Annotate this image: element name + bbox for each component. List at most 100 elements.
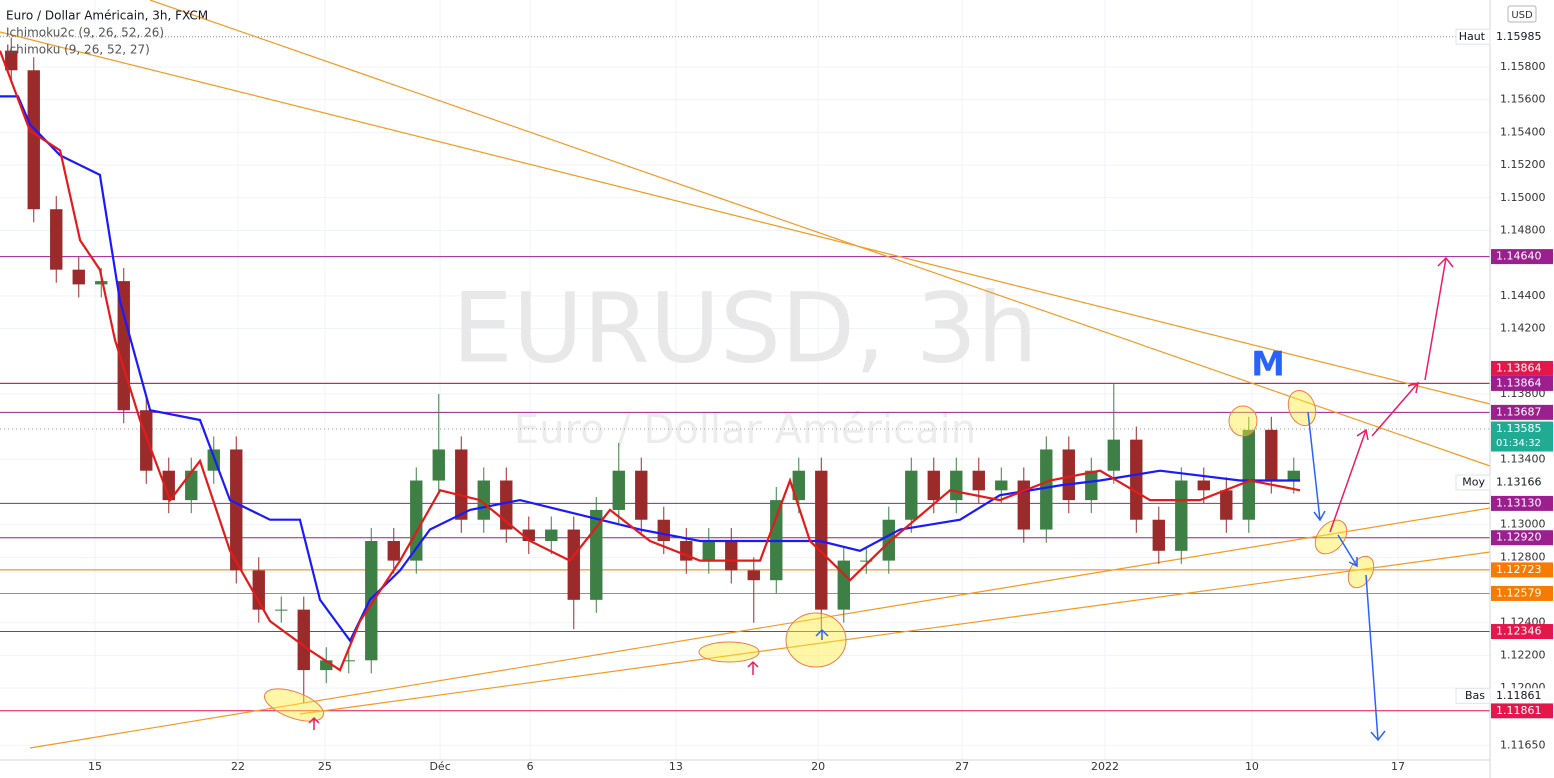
y-tick-label: 1.11650: [1500, 738, 1546, 751]
candle-body: [792, 470, 805, 501]
marker-name-box: [1455, 28, 1491, 45]
candle-body: [815, 470, 828, 610]
trendline: [149, 0, 1491, 467]
level-label: 1.12346: [1496, 625, 1542, 638]
y-tick-label: 1.13400: [1500, 452, 1546, 465]
y-tick-label: 1.15400: [1500, 125, 1546, 138]
trendline: [0, 31, 1491, 405]
highlight: [264, 688, 324, 722]
down-arrows: [815, 411, 1386, 742]
indicator-label: Ichimoku2c (9, 26, 52, 26): [6, 26, 164, 40]
candle-body: [185, 470, 198, 501]
candle-body: [410, 480, 423, 561]
candle-body: [725, 540, 738, 571]
arrow: [1424, 256, 1454, 381]
candle-body: [702, 540, 715, 561]
candle-body: [972, 470, 985, 491]
y-tick-label: 1.13000: [1500, 518, 1546, 531]
indicator-line: [0, 50, 1301, 672]
candle-body: [1175, 480, 1188, 551]
x-tick-label: 25: [318, 760, 332, 773]
candle-body: [905, 470, 918, 520]
highlight: [1228, 405, 1258, 437]
y-tick-label: 1.12800: [1500, 550, 1546, 563]
marker-name-box: [1455, 687, 1491, 704]
arrow: [1337, 534, 1358, 568]
candle-body: [837, 560, 850, 610]
y-tick-label: 1.15200: [1500, 158, 1546, 171]
currency: USD: [1511, 10, 1533, 21]
candle-body: [567, 529, 580, 600]
candle-body: [252, 570, 265, 610]
x-tick-label: 17: [1391, 760, 1405, 773]
candle-body: [747, 570, 760, 581]
candle-body: [1130, 439, 1143, 520]
candle-body: [162, 470, 175, 501]
candle-body: [342, 660, 355, 662]
level-label: 1.13864: [1496, 376, 1542, 389]
watermark: EURUSD, 3h: [452, 272, 1038, 384]
y-tick-label: 1.15800: [1500, 60, 1546, 73]
y-tick-label: 1.15000: [1500, 191, 1546, 204]
x-tick-label: 20: [811, 760, 825, 773]
candle-body: [95, 281, 108, 285]
level-label: 1.12579: [1496, 586, 1542, 599]
marker-value: 1.15985: [1496, 30, 1542, 43]
level-label: 1.13864: [1496, 361, 1542, 374]
marker-value-box: [1491, 688, 1553, 704]
x-tick-label: 13: [669, 760, 683, 773]
candle-body: [1017, 480, 1030, 530]
axis-labels: 1.15800 1.15600 1.15400 1.15200 1.15000 1.148…: [88, 28, 1553, 773]
currency-box: [1507, 5, 1537, 23]
y-tick-label: 1.14800: [1500, 223, 1546, 236]
candle-body: [500, 480, 513, 530]
countdown: 01:34:32: [1496, 438, 1541, 449]
candle-body: [545, 529, 558, 541]
level-label-box: [1491, 249, 1553, 265]
level-label-box: [1491, 375, 1553, 391]
x-tick-label: 6: [527, 760, 534, 773]
candle-body: [455, 449, 468, 520]
arrow: [747, 660, 759, 675]
marker-value: 1.13166: [1496, 476, 1542, 489]
candle-body: [1220, 490, 1233, 520]
candle-body: [927, 470, 940, 501]
x-tick-label: 15: [88, 760, 102, 773]
candle-body: [612, 470, 625, 510]
candle-body: [50, 209, 63, 270]
plot: [0, 37, 1301, 703]
marker-value-box: [1491, 475, 1553, 491]
level-label-box: [1491, 404, 1553, 420]
x-tick-label: 10: [1245, 760, 1259, 773]
x-tick-label: 2022: [1091, 760, 1119, 773]
marker-name-box: [1455, 474, 1491, 491]
x-tick-label: 27: [955, 760, 969, 773]
levels: [0, 36, 1490, 712]
marker-value: 1.11861: [1496, 689, 1542, 702]
level-label: 1.12723: [1496, 563, 1542, 576]
candle-body: [275, 609, 288, 611]
arrow: [815, 628, 829, 640]
candle-body: [1287, 470, 1300, 481]
arrow: [1371, 381, 1419, 437]
level-label-box: [1491, 530, 1553, 546]
candle-body: [320, 660, 333, 671]
arrow: [1307, 411, 1326, 522]
last-price: 1.13585: [1496, 422, 1542, 435]
level-label: 1.13130: [1496, 496, 1542, 509]
candle-body: [1107, 439, 1120, 471]
candle-body: [1152, 519, 1165, 551]
candle-body: [365, 540, 378, 661]
up-arrows: [308, 256, 1454, 730]
y-tick-label: 1.14200: [1500, 322, 1546, 335]
x-tick-label: 22: [231, 760, 245, 773]
level-label: 1.13687: [1496, 405, 1542, 418]
marker-name: Bas: [1465, 689, 1485, 702]
y-tick-label: 1.14400: [1500, 289, 1546, 302]
level-label-box: [1491, 562, 1553, 578]
last-price-box: [1491, 421, 1553, 452]
candle-body: [860, 560, 873, 562]
candle-body: [1265, 429, 1278, 481]
candle-body: [657, 519, 670, 541]
